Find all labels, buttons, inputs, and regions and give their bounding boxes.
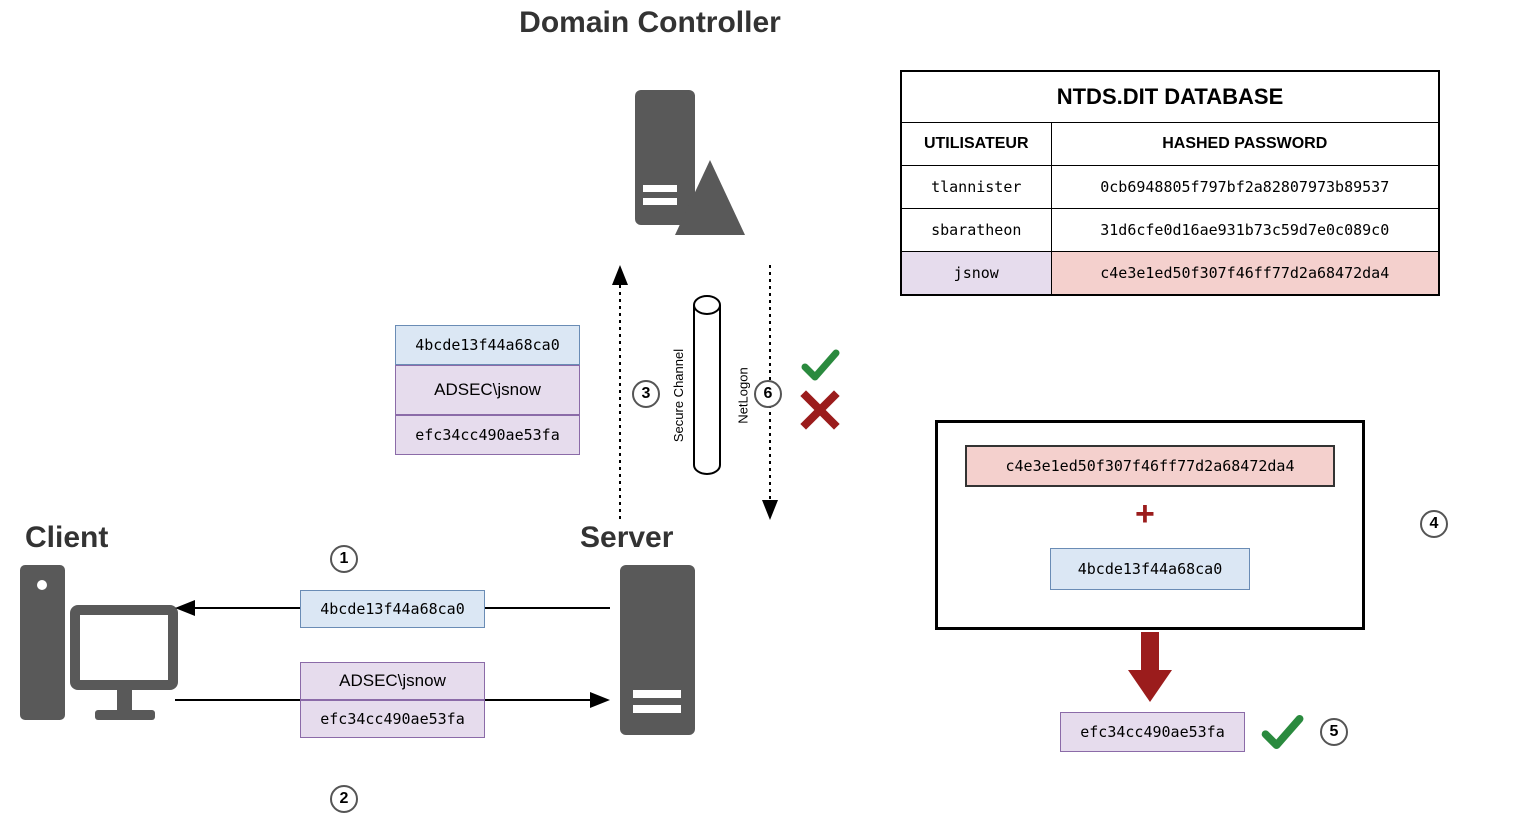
challenge-box-3: 4bcde13f44a68ca0: [395, 325, 580, 365]
step-3: 3: [632, 380, 660, 408]
ntds-hash-0: 0cb6948805f797bf2a82807973b89537: [1051, 166, 1439, 209]
step-5: 5: [1320, 718, 1348, 746]
response-box-3: efc34cc490ae53fa: [395, 415, 580, 455]
table-row: tlannister 0cb6948805f797bf2a82807973b89…: [901, 166, 1439, 209]
server-icon: [615, 560, 700, 740]
client-title: Client: [25, 520, 108, 556]
table-row: NTDS.DIT DATABASE: [901, 71, 1439, 123]
step-2: 2: [330, 785, 358, 813]
netlogon-label: NetLogon: [736, 367, 751, 423]
arrow-up-3: [610, 265, 630, 520]
secure-channel-label: Secure Channel: [671, 349, 686, 442]
plus-sign: +: [1135, 495, 1155, 534]
ntds-user-1: sbaratheon: [901, 209, 1051, 252]
ntds-title: NTDS.DIT DATABASE: [901, 71, 1439, 123]
table-row: sbaratheon 31d6cfe0d16ae931b73c59d7e0c08…: [901, 209, 1439, 252]
ntds-hash-2: c4e3e1ed50f307f46ff77d2a68472da4: [1051, 252, 1439, 296]
secure-channel-cylinder: [692, 295, 722, 475]
check-icon: [800, 345, 840, 385]
check-icon-5: [1260, 710, 1304, 754]
dc-icon: [600, 85, 750, 245]
ntds-hash-1: 31d6cfe0d16ae931b73c59d7e0c089c0: [1051, 209, 1439, 252]
username-box-2: ADSEC\jsnow: [300, 662, 485, 700]
result-box-5: efc34cc490ae53fa: [1060, 712, 1245, 752]
dc-title: Domain Controller: [500, 5, 800, 41]
challenge-box-4: 4bcde13f44a68ca0: [1050, 548, 1250, 590]
response-box-2: efc34cc490ae53fa: [300, 700, 485, 738]
step-1: 1: [330, 545, 358, 573]
step-4: 4: [1420, 510, 1448, 538]
ntds-table: NTDS.DIT DATABASE UTILISATEUR HASHED PAS…: [900, 70, 1440, 296]
table-row: UTILISATEUR HASHED PASSWORD: [901, 123, 1439, 166]
step-6: 6: [754, 380, 782, 408]
ntds-user-2: jsnow: [901, 252, 1051, 296]
server-title: Server: [580, 520, 673, 556]
username-box-3: ADSEC\jsnow: [395, 365, 580, 415]
col-hash: HASHED PASSWORD: [1051, 123, 1439, 166]
hash-pink-box: c4e3e1ed50f307f46ff77d2a68472da4: [965, 445, 1335, 487]
table-row: jsnow c4e3e1ed50f307f46ff77d2a68472da4: [901, 252, 1439, 296]
challenge-box-1: 4bcde13f44a68ca0: [300, 590, 485, 628]
client-icon: [15, 560, 185, 735]
cross-icon: [800, 390, 840, 430]
col-user: UTILISATEUR: [901, 123, 1051, 166]
big-arrow-icon: [1128, 632, 1172, 702]
dc-title-l1: Domain Controller: [519, 6, 781, 39]
ntds-user-0: tlannister: [901, 166, 1051, 209]
